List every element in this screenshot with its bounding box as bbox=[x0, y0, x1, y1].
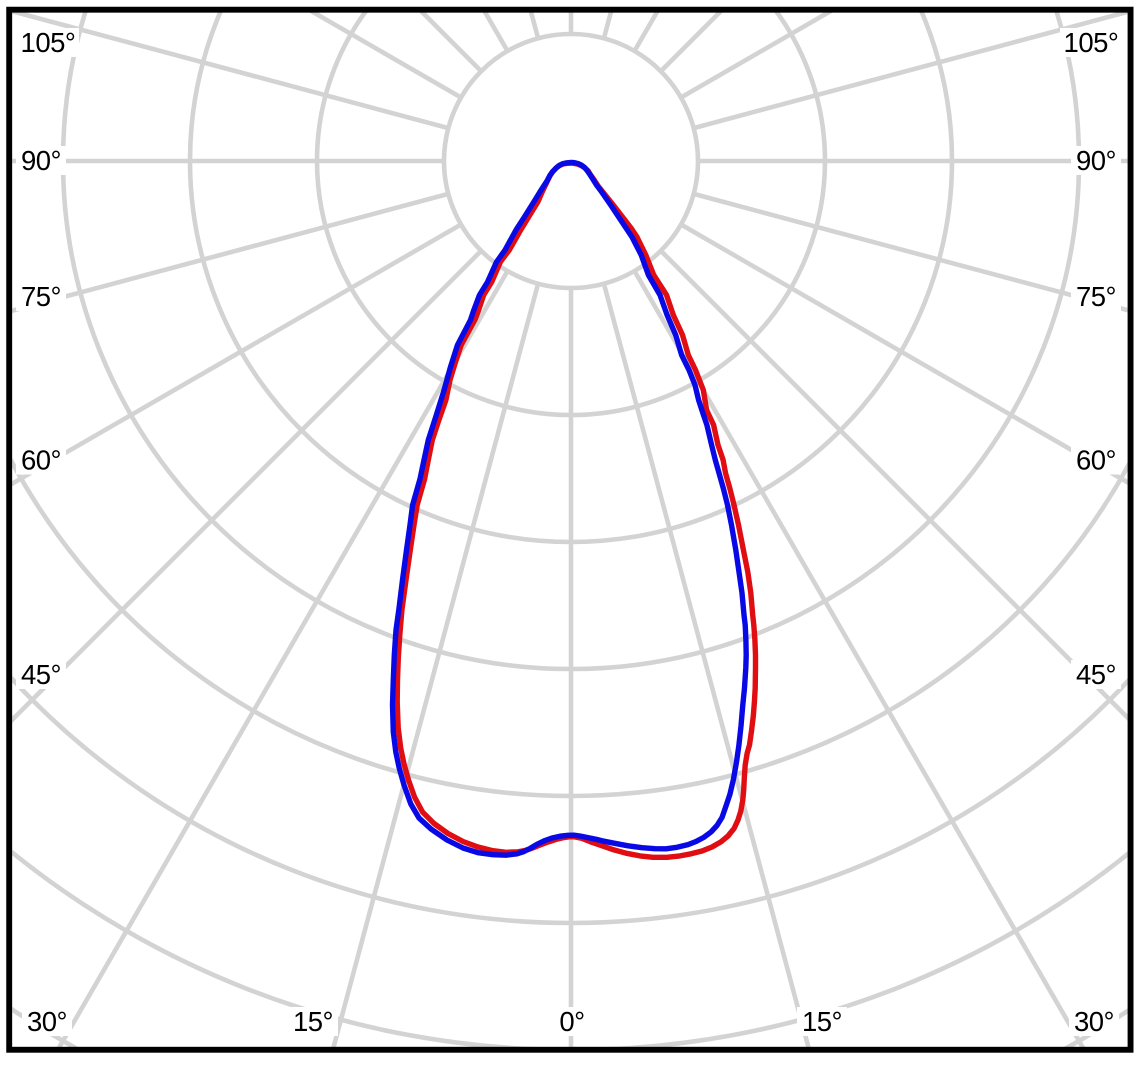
svg-text:45°: 45° bbox=[21, 659, 61, 690]
svg-text:60°: 60° bbox=[1076, 445, 1116, 476]
svg-text:15°: 15° bbox=[802, 1006, 842, 1037]
svg-text:75°: 75° bbox=[21, 281, 61, 312]
svg-text:60°: 60° bbox=[21, 445, 61, 476]
svg-text:90°: 90° bbox=[21, 145, 61, 176]
svg-text:105°: 105° bbox=[21, 27, 76, 58]
svg-text:90°: 90° bbox=[1076, 145, 1116, 176]
svg-text:30°: 30° bbox=[1074, 1006, 1114, 1037]
svg-text:15°: 15° bbox=[293, 1006, 333, 1037]
svg-text:45°: 45° bbox=[1076, 659, 1116, 690]
svg-text:30°: 30° bbox=[27, 1006, 67, 1037]
svg-text:105°: 105° bbox=[1064, 27, 1119, 58]
svg-text:0°: 0° bbox=[559, 1006, 584, 1037]
svg-text:75°: 75° bbox=[1076, 281, 1116, 312]
